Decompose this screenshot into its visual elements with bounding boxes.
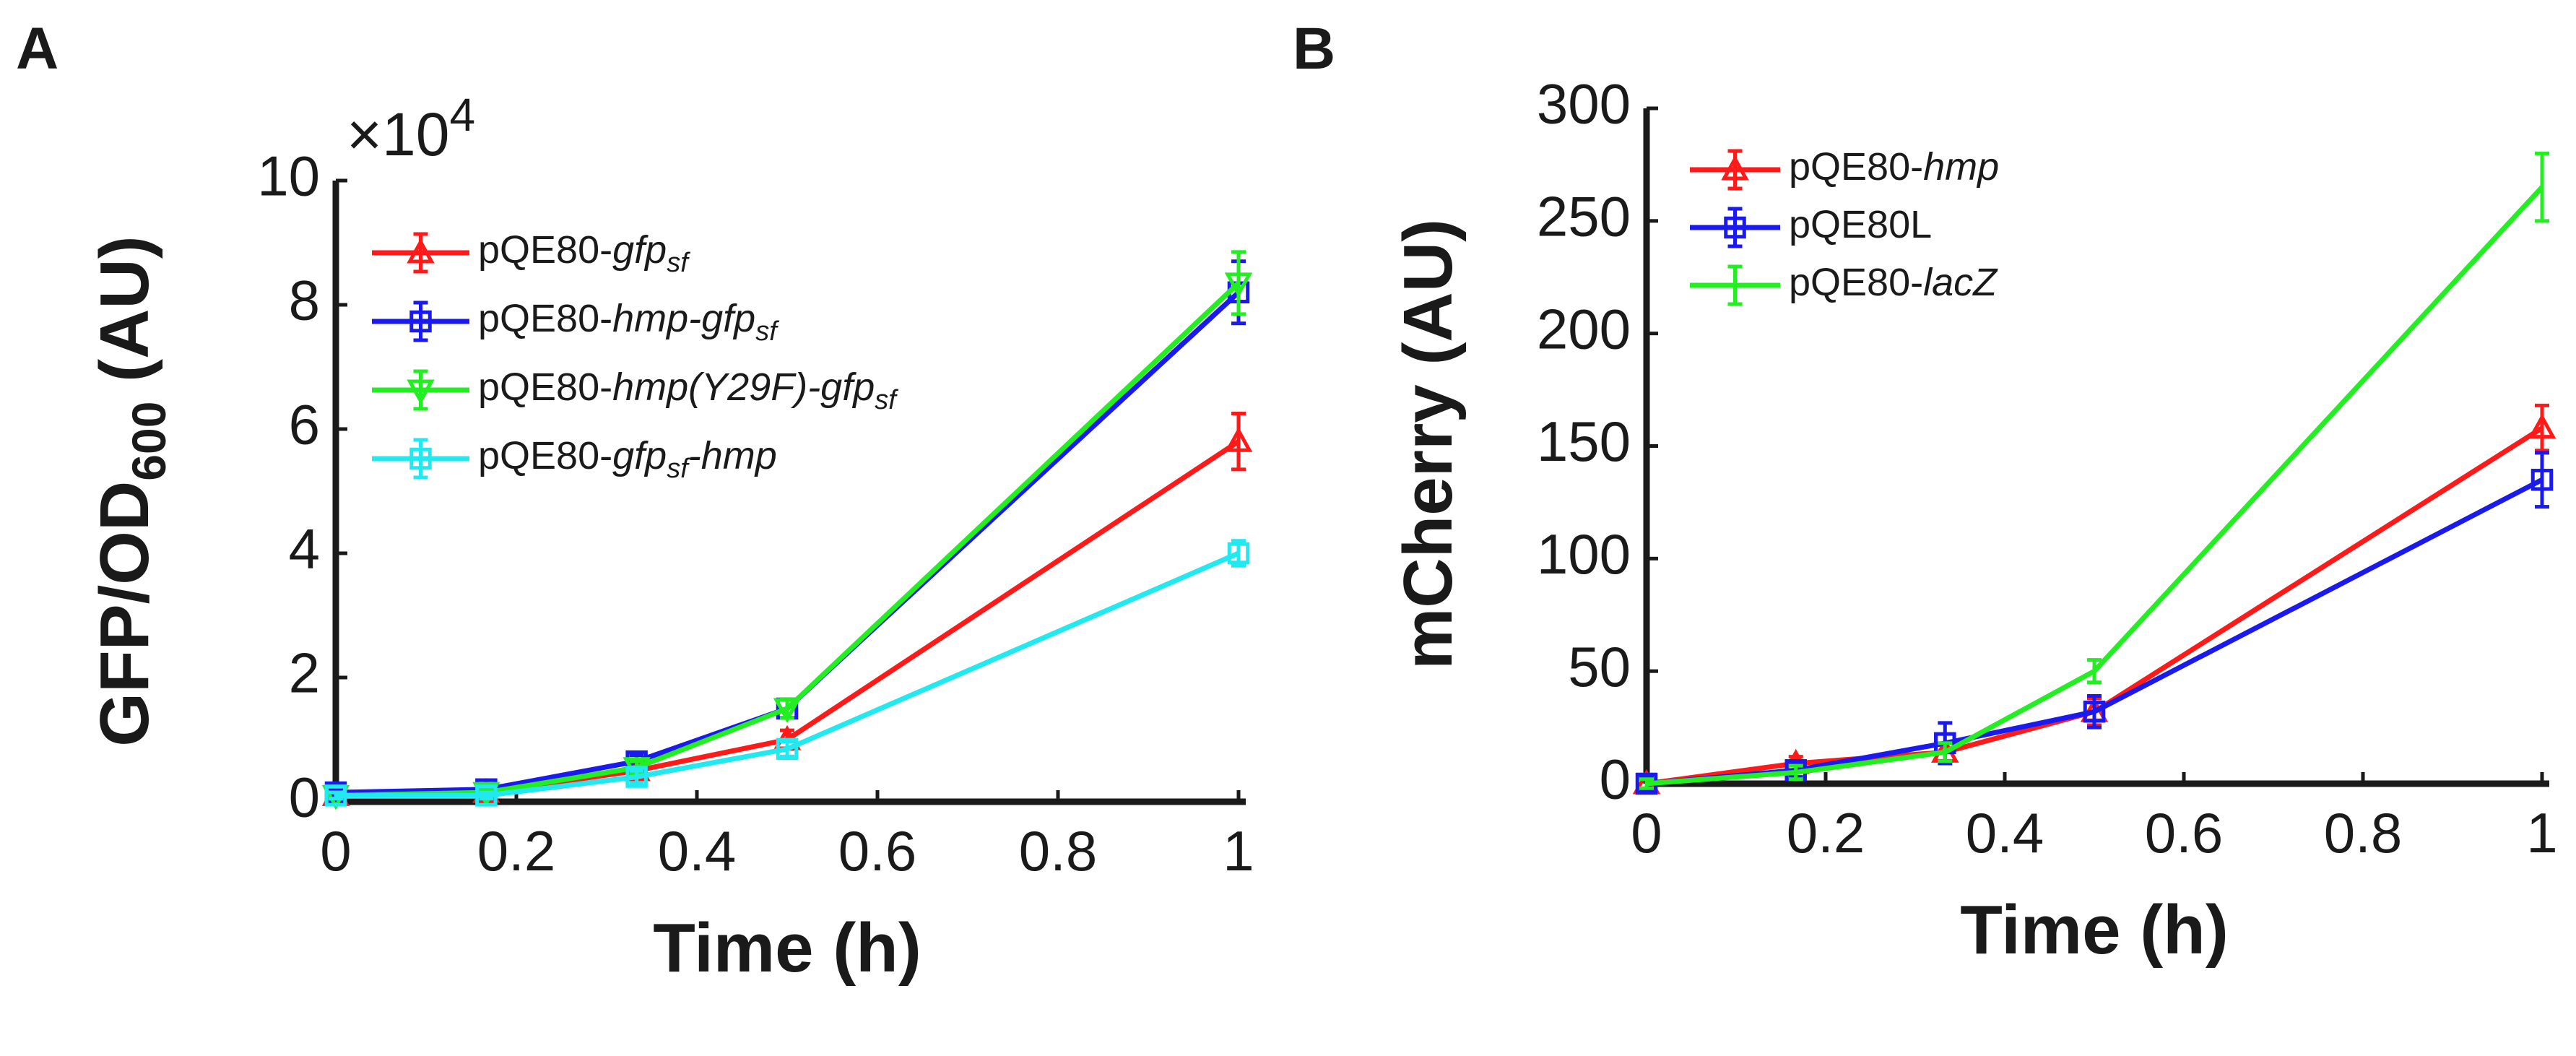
legend-label-part: pQE80- [478, 297, 612, 340]
legend-label-part: hmp [1923, 145, 1999, 189]
legend-marker [1724, 216, 1746, 239]
y-tick-label: 10 [257, 144, 320, 208]
x-tick-label: 1 [2526, 801, 2557, 865]
data-point [475, 784, 498, 807]
x-tick-label: 0.4 [1966, 801, 2044, 865]
y-axis-label-subscript: 600 [122, 402, 175, 481]
legend-label-part: hmp(Y29F)-gfp [612, 365, 875, 409]
legend-entry: pQE80-hmp [1690, 145, 1999, 191]
x-tick-label: 0 [320, 819, 351, 883]
legend-label-part: pQE80- [1789, 261, 1923, 304]
legend-label-part: pQE80- [478, 365, 612, 409]
y-tick-label: 150 [1537, 410, 1631, 473]
legend-label-part: pQE80- [478, 434, 612, 477]
chart-panel-b: B 0 0.2 0.4 0.6 0.8 1 0 50 100 150 200 250 300 Time (h… [1293, 16, 2558, 969]
data-point [1224, 272, 1253, 298]
legend-label-part: -hmp [688, 434, 777, 477]
legend-marker [409, 310, 432, 333]
y-tick-label: 200 [1537, 297, 1631, 360]
legend-label-part: gfp [612, 434, 667, 477]
legend-entry: pQE80L [1690, 203, 1932, 248]
y-tick-label: 0 [289, 766, 320, 829]
data-point [1227, 542, 1250, 565]
legend-label-part: pQE80L [1789, 203, 1932, 246]
x-tick-label: 0.8 [2324, 801, 2402, 865]
series-pQE80-gfp_sf-hmp [324, 539, 1250, 807]
y-scale-multiplier: ×104 [347, 89, 475, 168]
y-tick-label: 8 [289, 269, 320, 332]
legend-label-part: sf [755, 316, 779, 347]
legend-label-part: pQE80- [1789, 145, 1923, 189]
legend-label-part: sf [875, 385, 898, 415]
y-tick-label: 250 [1537, 184, 1631, 248]
y-tick-label: 0 [1600, 748, 1631, 811]
y-tick-label: 2 [289, 641, 320, 705]
legend-label: pQE80-lacZ [1789, 261, 1998, 304]
y-axis-label-tail: (AU) [86, 235, 163, 401]
x-tick-label: 0.2 [477, 819, 555, 883]
legend-entry: pQE80-gfpsf-hmp [372, 434, 777, 484]
data-point [2528, 413, 2557, 439]
legend-entry: pQE80-hmp(Y29F)-gfpsf [372, 365, 898, 415]
x-tick-label: 0.8 [1019, 819, 1097, 883]
legend-marker [1721, 155, 1749, 181]
y-tick-label: 4 [289, 517, 320, 581]
legend-label: pQE80-hmp [1789, 145, 1999, 189]
multiplier-exponent: 4 [450, 89, 476, 141]
y-tick-label: 50 [1568, 635, 1631, 698]
legend-entry: pQE80-hmp-gfpsf [372, 297, 779, 347]
data-point [2531, 469, 2554, 491]
legend-label-part: sf [667, 454, 690, 484]
x-tick-label: 0.2 [1787, 801, 1865, 865]
legend-entry: pQE80-lacZ [1690, 261, 1998, 306]
y-axis-label-main: GFP/OD [86, 481, 163, 747]
y-tick-label: 100 [1537, 522, 1631, 586]
multiplier-base: ×10 [347, 100, 450, 168]
data-point [773, 698, 802, 724]
x-tick-label: 0.6 [2145, 801, 2223, 865]
legend-label-part: hmp-gfp [612, 297, 755, 340]
legend-label: pQE80-hmp(Y29F)-gfpsf [478, 365, 898, 415]
y-tick-label: 6 [289, 393, 320, 456]
y-tick-label: 300 [1537, 72, 1631, 136]
data-point [1224, 427, 1253, 452]
y-axis-label: GFP/OD600 (AU) [86, 235, 175, 746]
data-point [776, 737, 799, 761]
y-axis-label: mCherry (AU) [1389, 219, 1467, 670]
legend-marker [407, 379, 435, 405]
x-axis-label: Time (h) [653, 909, 921, 987]
legend-label-part: pQE80- [478, 228, 612, 272]
x-tick-label: 0 [1631, 801, 1662, 865]
x-tick-label: 0.6 [838, 819, 916, 883]
data-point [324, 784, 347, 807]
x-axis-label: Time (h) [1960, 891, 2229, 969]
legend-label: pQE80L [1789, 203, 1932, 246]
legend-marker [407, 238, 435, 264]
legend-marker [409, 447, 432, 470]
y-axis-label-main: mCherry (AU) [1389, 219, 1467, 670]
data-point [2083, 701, 2106, 723]
legend-label: pQE80-gfpsf-hmp [478, 434, 777, 484]
legend-label-part: lacZ [1923, 261, 1998, 304]
legend-entry: pQE80-gfpsf [372, 228, 690, 278]
series-pQE80-lacZ [1639, 151, 2549, 790]
x-tick-label: 1 [1223, 819, 1254, 883]
panel-letter: B [1293, 16, 1335, 82]
legend-label-part: sf [667, 248, 690, 278]
data-point [625, 766, 648, 788]
x-tick-label: 0.4 [658, 819, 736, 883]
legend-label: pQE80-hmp-gfpsf [478, 297, 779, 347]
panel-letter: A [16, 16, 58, 82]
legend-label: pQE80-gfpsf [478, 228, 690, 278]
legend-label-part: gfp [612, 228, 667, 272]
